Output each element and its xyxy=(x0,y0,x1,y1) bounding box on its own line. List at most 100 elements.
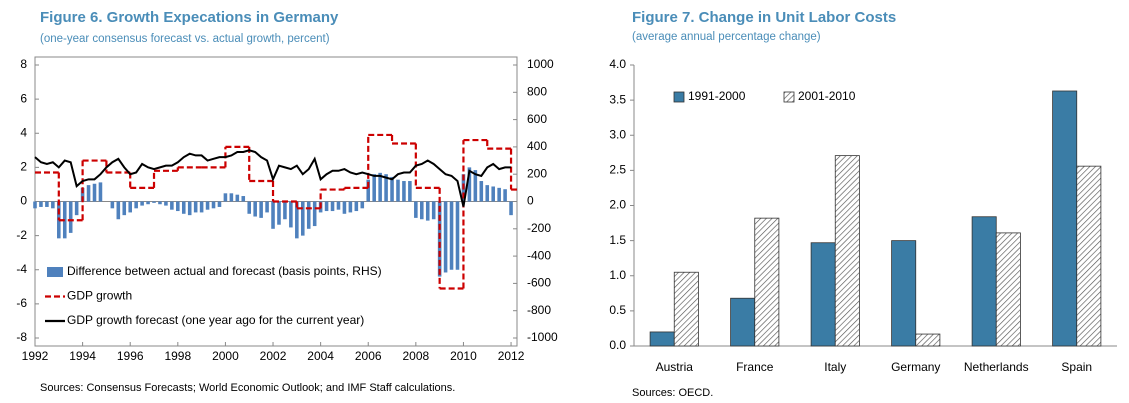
chart-title: Figure 6. Growth Expecations in Germany xyxy=(40,9,339,26)
bar xyxy=(289,201,293,228)
bar xyxy=(473,170,478,202)
bar xyxy=(408,181,412,202)
bar xyxy=(170,201,174,210)
y2-tick-label: 200 xyxy=(527,166,547,180)
chart-subtitle: (one-year consensus forecast vs. actual … xyxy=(40,33,330,45)
bar xyxy=(479,181,484,202)
legend-swatch xyxy=(47,267,63,277)
bar xyxy=(193,201,198,213)
bar xyxy=(265,201,269,213)
y-tick-label: 0 xyxy=(20,194,27,208)
x-tick-label: Austria xyxy=(656,360,694,374)
bar xyxy=(39,201,43,207)
bar xyxy=(497,187,501,202)
bar xyxy=(396,179,400,202)
x-tick-label: 2004 xyxy=(307,349,334,363)
legend-label: 1991-2000 xyxy=(688,89,746,103)
bar xyxy=(158,201,162,205)
y-tick-label: -8 xyxy=(16,330,27,344)
bar xyxy=(253,201,257,217)
bar xyxy=(128,201,132,213)
bar xyxy=(164,201,168,206)
bar xyxy=(229,193,234,202)
bar xyxy=(467,167,472,202)
y-tick-label: 1.5 xyxy=(609,233,626,247)
bar xyxy=(235,194,240,202)
bar xyxy=(300,201,305,236)
bar xyxy=(181,201,186,214)
bar xyxy=(402,181,406,202)
y2-tick-label: -1000 xyxy=(527,330,558,344)
legend-label: 2001-2010 xyxy=(798,89,856,103)
bar xyxy=(187,201,192,216)
bar xyxy=(271,201,275,229)
y2-tick-label: 0 xyxy=(527,194,534,208)
bar xyxy=(134,201,138,209)
bar xyxy=(754,217,780,347)
bar xyxy=(1076,165,1102,347)
bar xyxy=(455,201,460,270)
bar xyxy=(223,193,228,202)
bar xyxy=(437,201,442,277)
x-tick-label: Netherlands xyxy=(964,360,1029,374)
line-series xyxy=(34,149,512,207)
x-tick-label: Italy xyxy=(824,360,846,374)
y2-tick-label: 600 xyxy=(527,112,547,126)
bar xyxy=(360,201,365,209)
bar xyxy=(491,186,495,202)
bar xyxy=(342,201,347,214)
y-tick-label: -4 xyxy=(16,262,27,276)
chart-subtitle: (average annual percentage change) xyxy=(632,31,821,43)
bar xyxy=(995,232,1021,347)
bar xyxy=(354,201,359,212)
bar xyxy=(98,182,103,202)
bar xyxy=(414,201,418,218)
bar xyxy=(140,201,144,206)
bar xyxy=(348,201,353,213)
bar xyxy=(295,201,299,239)
x-tick-label: 2006 xyxy=(355,349,382,363)
y2-tick-label: 1000 xyxy=(527,57,554,71)
bar xyxy=(834,155,860,347)
bar xyxy=(336,201,341,210)
bar xyxy=(509,201,513,216)
y-tick-label: 4.0 xyxy=(609,57,626,71)
bar xyxy=(378,172,382,202)
y-tick-label: 1.0 xyxy=(609,268,626,282)
y-tick-label: -6 xyxy=(16,296,27,310)
y2-tick-label: -600 xyxy=(527,276,551,290)
y2-tick-label: 400 xyxy=(527,139,547,153)
bar xyxy=(431,201,436,220)
bar xyxy=(122,201,127,216)
bar xyxy=(366,179,371,202)
bar xyxy=(420,201,424,220)
bar xyxy=(259,201,263,218)
bar xyxy=(915,333,941,347)
bar xyxy=(33,201,37,209)
bar xyxy=(324,201,329,212)
source-note: Sources: OECD. xyxy=(632,387,713,399)
bar xyxy=(971,216,997,347)
x-tick-label: France xyxy=(736,360,774,374)
x-tick-label: Germany xyxy=(891,360,940,374)
x-tick-label: 1996 xyxy=(117,349,144,363)
bar xyxy=(673,271,699,347)
chart-title: Figure 7. Change in Unit Labor Costs xyxy=(632,9,896,26)
y-tick-label: 2.0 xyxy=(609,198,626,212)
bar xyxy=(74,201,79,216)
y-tick-label: -2 xyxy=(16,228,27,242)
bar xyxy=(86,185,91,202)
y-tick-label: 2.5 xyxy=(609,163,626,177)
y-tick-label: 8 xyxy=(20,57,27,71)
x-tick-label: 1998 xyxy=(164,349,191,363)
bar xyxy=(247,201,252,214)
x-tick-label: 1992 xyxy=(22,349,49,363)
y-tick-label: 4 xyxy=(20,125,27,139)
bar xyxy=(45,201,49,207)
bar xyxy=(503,189,507,202)
y2-tick-label: -400 xyxy=(527,248,551,262)
x-tick-label: 2012 xyxy=(498,349,525,363)
legend-swatch xyxy=(673,91,685,103)
bar xyxy=(205,201,210,210)
